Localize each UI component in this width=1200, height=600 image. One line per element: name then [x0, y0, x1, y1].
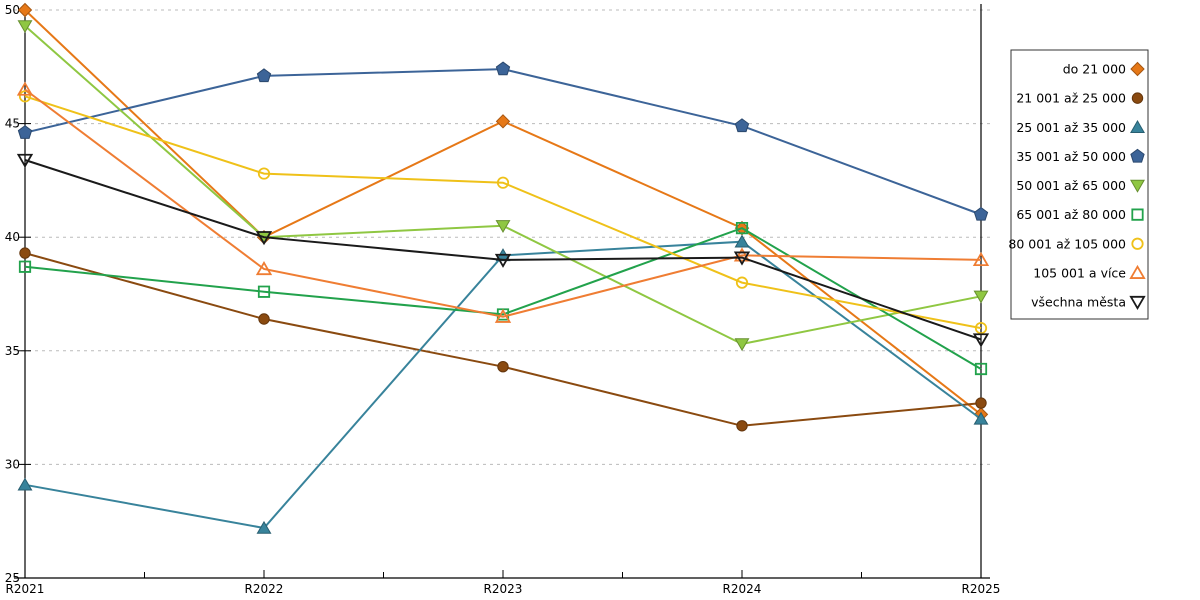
triangle-down-marker-icon — [495, 220, 511, 234]
axis-ticks — [18, 9, 982, 579]
x-tick-label: R2025 — [962, 582, 1001, 596]
legend-item: 50 001 až 65 000 — [1016, 178, 1145, 193]
diamond-marker-icon — [495, 114, 511, 129]
y-tick-label: 45 — [5, 117, 20, 131]
pentagon-marker-icon — [17, 125, 33, 139]
open-square-marker-icon — [974, 362, 988, 376]
diamond-marker-icon — [17, 2, 33, 18]
legend-item: všechna města — [1031, 295, 1146, 310]
legend-item: do 21 000 — [1063, 61, 1145, 77]
open-circle-marker-icon — [1131, 237, 1144, 250]
triangle-down-marker-icon — [1130, 179, 1145, 193]
x-tick-label: R2021 — [6, 582, 45, 596]
triangle-down-marker-icon — [973, 290, 989, 304]
legend-item: 25 001 až 35 000 — [1016, 120, 1145, 135]
y-tick-label: 50 — [5, 3, 20, 17]
open-square-marker-icon — [1131, 208, 1144, 221]
open-triangle-up-marker-icon — [733, 247, 751, 262]
triangle-up-marker-icon — [973, 411, 989, 425]
open-triangle-up-marker-icon — [972, 251, 990, 267]
open-triangle-down-marker-icon — [16, 153, 34, 168]
legend-box — [1010, 49, 1149, 320]
legend-item: 21 001 až 25 000 — [1016, 91, 1144, 106]
pentagon-marker-icon — [734, 118, 750, 133]
open-circle-marker-icon — [18, 90, 32, 103]
legend-label: 105 001 a více — [1033, 265, 1126, 280]
open-triangle-down-marker-icon — [255, 231, 273, 246]
open-square-marker-icon — [735, 222, 749, 235]
circle-marker-icon — [258, 313, 270, 325]
legend-label: 21 001 až 25 000 — [1016, 91, 1126, 106]
open-square-marker-icon — [257, 285, 271, 298]
legend-label: 50 001 až 65 000 — [1016, 178, 1126, 193]
open-triangle-down-marker-icon — [494, 253, 512, 268]
x-tick-label: R2023 — [484, 582, 523, 596]
axis-labels: 25 30 35 40 45 50 R2021 R2022 R2023 R2024 R2025 — [5, 3, 1001, 596]
legend-label: 25 001 až 35 000 — [1016, 120, 1126, 135]
y-tick-label: 35 — [5, 344, 20, 358]
legend-label: 35 001 až 50 000 — [1016, 149, 1126, 164]
pentagon-marker-icon — [256, 68, 272, 83]
legend-label: 80 001 až 105 000 — [1008, 236, 1126, 251]
triangle-up-marker-icon — [256, 520, 272, 534]
series-line — [24, 88, 982, 318]
series-3 — [17, 234, 989, 534]
triangle-down-marker-icon — [17, 20, 33, 34]
circle-marker-icon — [19, 247, 31, 259]
open-triangle-down-marker-icon — [972, 333, 990, 348]
circle-marker-icon — [736, 420, 748, 432]
open-triangle-up-marker-icon — [494, 308, 512, 323]
triangle-up-marker-icon — [1130, 120, 1145, 133]
series-line — [24, 95, 982, 330]
legend-item: 35 001 až 50 000 — [1016, 148, 1145, 164]
gridlines — [14, 9, 990, 465]
triangle-down-marker-icon — [734, 338, 750, 352]
open-triangle-up-marker-icon — [16, 81, 34, 96]
open-triangle-down-marker-icon — [1129, 295, 1146, 310]
open-triangle-up-marker-icon — [255, 261, 273, 276]
series-7 — [18, 90, 988, 335]
series-8 — [16, 81, 990, 323]
triangle-up-marker-icon — [17, 477, 33, 491]
series-9 — [16, 153, 990, 348]
legend-label: všechna města — [1031, 295, 1126, 310]
open-triangle-up-marker-icon — [1129, 264, 1146, 279]
y-tick-label: 40 — [5, 230, 20, 244]
legend-label: 65 001 až 80 000 — [1016, 207, 1126, 222]
open-circle-marker-icon — [257, 167, 271, 180]
circle-marker-icon — [975, 397, 987, 409]
series-6 — [18, 222, 988, 376]
y-tick-label: 30 — [5, 457, 20, 471]
series-2 — [19, 247, 987, 432]
series-4 — [17, 61, 989, 221]
legend: do 21 000 21 001 až 25 000 25 001 až 35 00… — [1008, 49, 1149, 320]
open-square-marker-icon — [18, 260, 32, 273]
legend-item: 80 001 až 105 000 — [1008, 236, 1144, 251]
pentagon-marker-icon — [1130, 148, 1145, 163]
open-circle-marker-icon — [974, 321, 988, 335]
series-line — [24, 226, 982, 370]
series-line — [24, 159, 982, 341]
series-line — [24, 252, 982, 427]
legend-label: do 21 000 — [1063, 62, 1126, 77]
x-tick-label: R2022 — [245, 582, 284, 596]
x-tick-label: R2024 — [723, 582, 762, 596]
circle-marker-icon — [497, 361, 509, 373]
diamond-marker-icon — [1130, 61, 1145, 77]
triangle-up-marker-icon — [734, 234, 750, 248]
legend-item: 105 001 a více — [1033, 264, 1146, 280]
pentagon-marker-icon — [973, 206, 989, 221]
open-triangle-down-marker-icon — [733, 251, 751, 266]
y-tick-label: 25 — [5, 571, 20, 585]
open-circle-marker-icon — [496, 176, 510, 189]
legend-item: 65 001 až 80 000 — [1016, 207, 1144, 222]
open-circle-marker-icon — [735, 276, 749, 289]
pentagon-marker-icon — [495, 61, 511, 76]
circle-marker-icon — [1131, 92, 1144, 104]
